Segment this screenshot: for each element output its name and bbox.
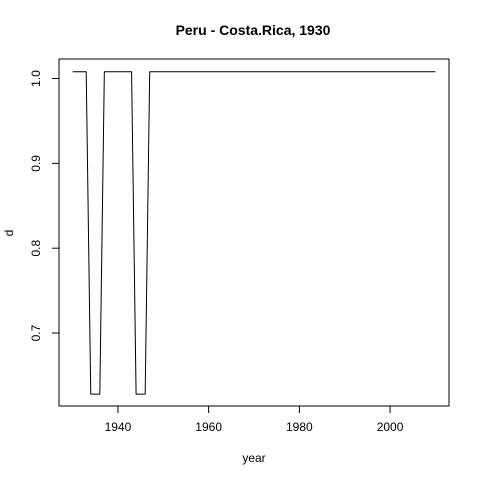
x-tick-label: 1940 xyxy=(105,420,132,434)
x-tick-label: 2000 xyxy=(377,420,404,434)
x-tick-label: 1960 xyxy=(195,420,222,434)
x-axis: 1940 1960 1980 2000 xyxy=(105,405,404,434)
series-line xyxy=(72,71,436,395)
y-tick-label: 0.9 xyxy=(29,155,43,172)
y-tick-label: 0.7 xyxy=(29,324,43,341)
x-axis-label: year xyxy=(242,451,265,465)
plot-frame xyxy=(58,58,450,407)
y-tick-label: 1.0 xyxy=(29,70,43,87)
chart-title: Peru - Costa.Rica, 1930 xyxy=(176,22,331,38)
series-layer xyxy=(72,71,436,395)
y-tick-label: 0.8 xyxy=(29,240,43,257)
x-tick-label: 1980 xyxy=(286,420,313,434)
y-axis: 0.7 0.8 0.9 1.0 xyxy=(29,70,60,341)
y-axis-label: d xyxy=(2,230,16,237)
